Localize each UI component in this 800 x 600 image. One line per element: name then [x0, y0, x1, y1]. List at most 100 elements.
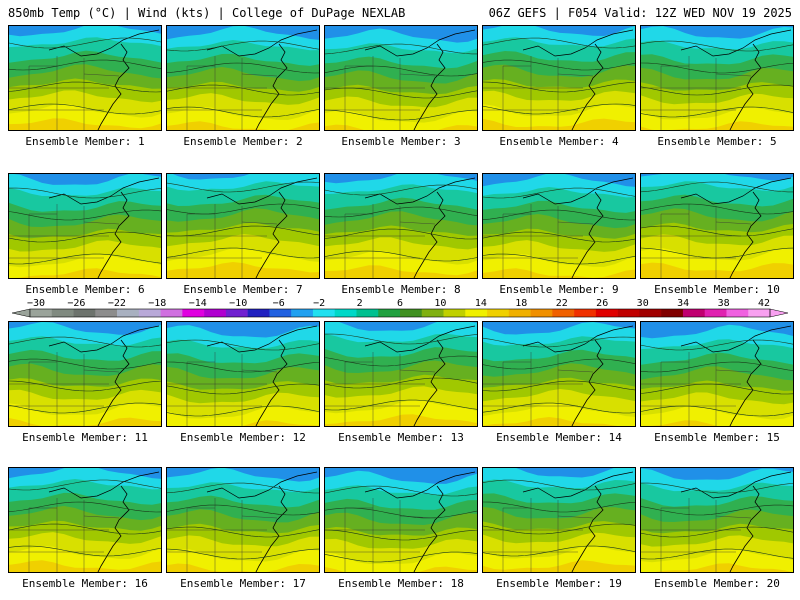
ensemble-member-label: Ensemble Member: 1: [25, 135, 145, 148]
colorbar-right-arrow: [769, 308, 789, 318]
colorbar-swatch: [617, 309, 640, 317]
temperature-map: [9, 468, 161, 572]
ensemble-member-label: Ensemble Member: 10: [654, 283, 780, 296]
colorbar-tick-label: 26: [596, 298, 608, 309]
temperature-map: [9, 322, 161, 426]
ensemble-member-label: Ensemble Member: 20: [654, 577, 780, 590]
colorbar-tick-label: 34: [677, 298, 689, 309]
colorbar-swatch: [400, 309, 423, 317]
ensemble-panel: [166, 25, 320, 131]
ensemble-panel: [8, 173, 162, 279]
temperature-map: [167, 468, 319, 572]
temperature-map: [325, 468, 477, 572]
colorbar-left-arrow: [11, 308, 31, 318]
temperature-map: [167, 26, 319, 130]
colorbar-swatch: [73, 309, 96, 317]
temperature-map: [483, 322, 635, 426]
temperature-map: [9, 174, 161, 278]
temperature-map: [325, 322, 477, 426]
colorbar-swatch: [204, 309, 227, 317]
colorbar-swatch: [704, 309, 727, 317]
ensemble-member-label: Ensemble Member: 7: [183, 283, 303, 296]
colorbar-tick-label: −6: [273, 298, 285, 309]
ensemble-panel: [324, 467, 478, 573]
ensemble-panel: [166, 321, 320, 427]
colorbar-tick-label: 18: [515, 298, 527, 309]
colorbar-swatch: [225, 309, 248, 317]
colorbar-swatch: [508, 309, 531, 317]
colorbar-swatch: [552, 309, 575, 317]
ensemble-panel: [324, 321, 478, 427]
temperature-map: [641, 468, 793, 572]
ensemble-panel: [166, 467, 320, 573]
ensemble-member-label: Ensemble Member: 6: [25, 283, 145, 296]
temperature-map: [9, 26, 161, 130]
ensemble-panel: [324, 173, 478, 279]
ensemble-member-label: Ensemble Member: 8: [341, 283, 461, 296]
colorbar-swatch: [726, 309, 749, 317]
colorbar-swatch: [748, 309, 771, 317]
ensemble-member-label: Ensemble Member: 12: [180, 431, 306, 444]
ensemble-panel: [482, 25, 636, 131]
ensemble-member-label: Ensemble Member: 11: [22, 431, 148, 444]
ensemble-panel: [640, 25, 794, 131]
colorbar-swatch: [51, 309, 74, 317]
colorbar-tick-label: 6: [397, 298, 403, 309]
colorbar-tick-label: −14: [189, 298, 207, 309]
ensemble-member-label: Ensemble Member: 4: [499, 135, 619, 148]
ensemble-member-label: Ensemble Member: 19: [496, 577, 622, 590]
temperature-map: [483, 174, 635, 278]
colorbar-tick-label: −18: [148, 298, 166, 309]
colorbar-swatch: [487, 309, 510, 317]
ensemble-panel: [482, 467, 636, 573]
colorbar-swatch: [312, 309, 335, 317]
ensemble-member-label: Ensemble Member: 15: [654, 431, 780, 444]
colorbar-tick-label: −30: [27, 298, 45, 309]
colorbar-swatch: [182, 309, 205, 317]
colorbar-tick-label: 2: [357, 298, 363, 309]
ensemble-member-label: Ensemble Member: 16: [22, 577, 148, 590]
colorbar-swatch: [661, 309, 684, 317]
ensemble-member-label: Ensemble Member: 5: [657, 135, 777, 148]
ensemble-member-label: Ensemble Member: 13: [338, 431, 464, 444]
colorbar-swatch: [291, 309, 314, 317]
ensemble-panel: [324, 25, 478, 131]
colorbar-swatch: [421, 309, 444, 317]
colorbar-swatch: [639, 309, 662, 317]
ensemble-panel: [640, 173, 794, 279]
colorbar-swatch: [334, 309, 357, 317]
colorbar-swatch: [443, 309, 466, 317]
temperature-map: [167, 322, 319, 426]
chart-title: 850mb Temp (°C) | Wind (kts) | College o…: [8, 6, 406, 20]
colorbar-tick-label: −22: [108, 298, 126, 309]
ensemble-panel: [166, 173, 320, 279]
ensemble-panel: [640, 321, 794, 427]
colorbar-swatch: [117, 309, 140, 317]
temperature-map: [325, 174, 477, 278]
ensemble-panel: [8, 25, 162, 131]
temperature-map: [483, 468, 635, 572]
colorbar-swatch: [160, 309, 183, 317]
temperature-map: [167, 174, 319, 278]
ensemble-panel: [640, 467, 794, 573]
ensemble-panel: [482, 321, 636, 427]
colorbar-swatch: [269, 309, 292, 317]
temperature-map: [325, 26, 477, 130]
colorbar-swatch: [30, 309, 53, 317]
ensemble-panel: [482, 173, 636, 279]
colorbar-tick-label: 38: [718, 298, 730, 309]
colorbar-swatch: [247, 309, 270, 317]
temperature-map: [641, 26, 793, 130]
temperature-map: [641, 174, 793, 278]
colorbar-swatch: [378, 309, 401, 317]
temperature-map: [641, 322, 793, 426]
temperature-map: [483, 26, 635, 130]
colorbar-tick-label: 30: [637, 298, 649, 309]
run-info: 06Z GEFS | F054 Valid: 12Z WED NOV 19 20…: [488, 6, 792, 20]
colorbar-tick-label: −26: [67, 298, 85, 309]
ensemble-panel: [8, 467, 162, 573]
colorbar-swatch: [530, 309, 553, 317]
colorbar-swatch: [138, 309, 161, 317]
ensemble-member-label: Ensemble Member: 18: [338, 577, 464, 590]
colorbar-tick-label: 22: [556, 298, 568, 309]
